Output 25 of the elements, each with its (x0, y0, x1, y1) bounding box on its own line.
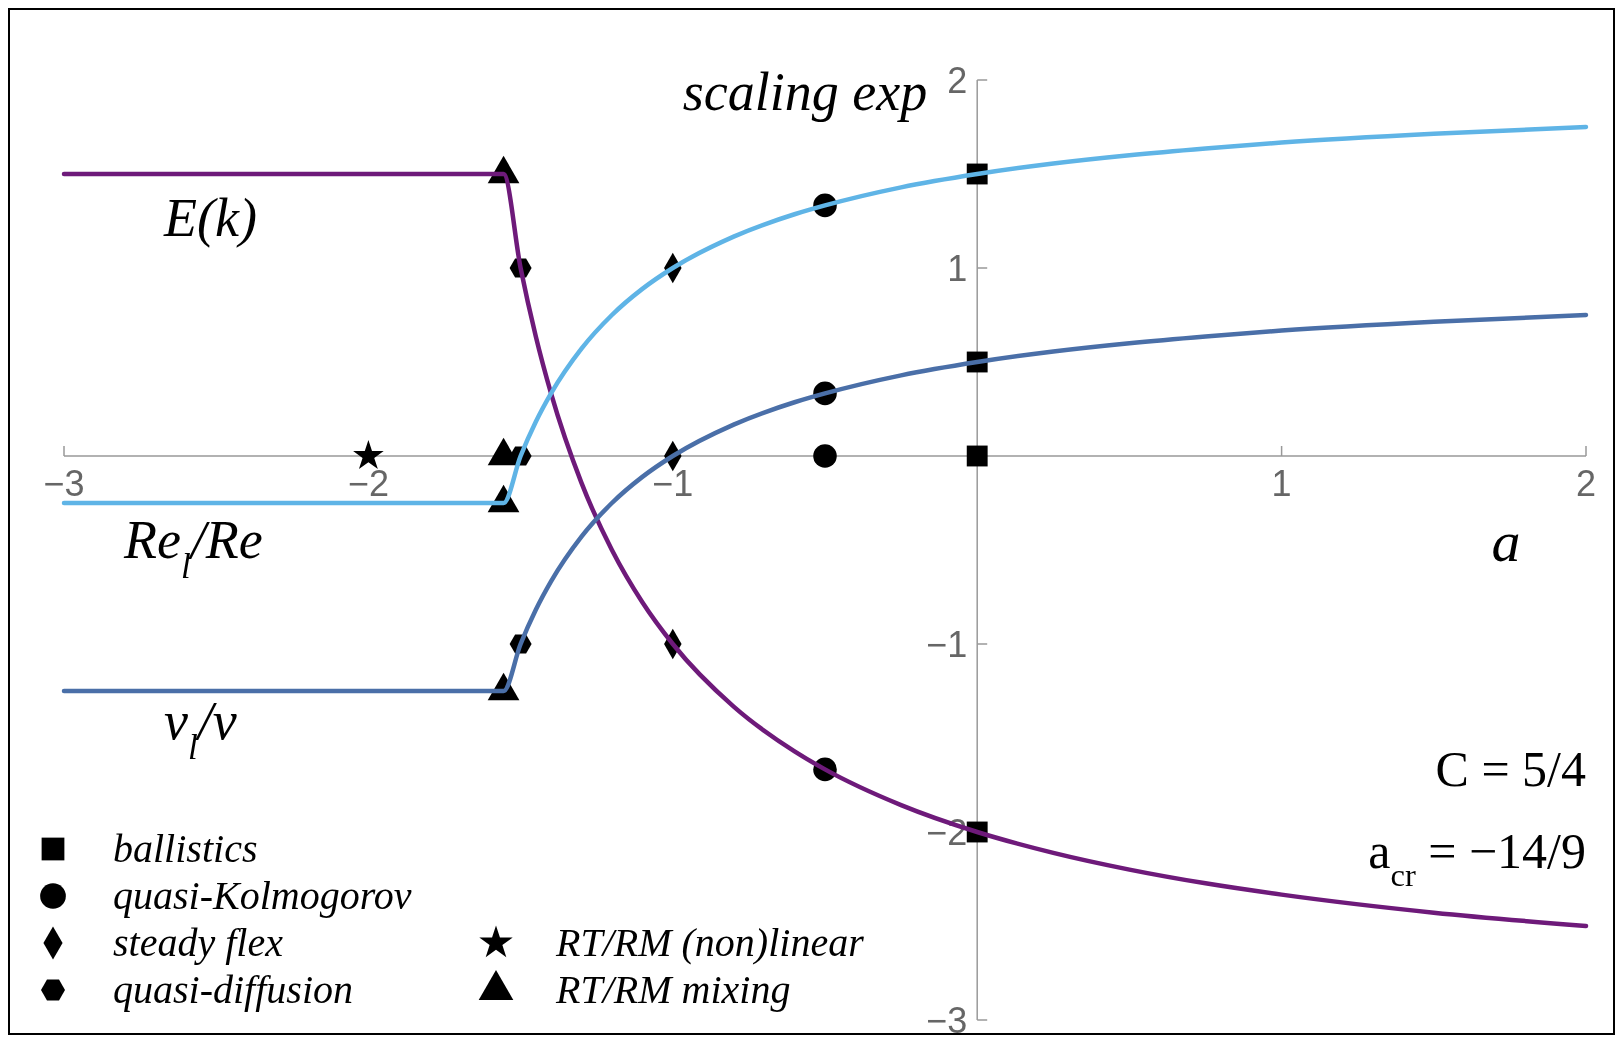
legend-label: quasi-Kolmogorov (113, 873, 412, 918)
point (966, 445, 988, 467)
y-tick-label: −3 (926, 1000, 968, 1041)
x-tick-label: 2 (1575, 463, 1597, 504)
annotation: a$_{cr}$ = −14/9 (1368, 823, 1586, 893)
series-label: ν$_{l}$/ν (164, 691, 237, 767)
y-tick-label: 2 (947, 60, 968, 101)
legend-label: RT/RM (non)linear (555, 920, 865, 965)
x-axis-title: a (1491, 509, 1521, 574)
point (353, 439, 384, 470)
legend-label: quasi-diffusion (113, 967, 354, 1012)
y-tick-label: −1 (926, 624, 968, 665)
point (813, 444, 837, 468)
y-axis-title: scaling exp (682, 62, 928, 122)
x-tick-label: −1 (652, 463, 694, 504)
y-tick-label: 1 (947, 248, 968, 289)
series-label: Re$_{l}$/Re (123, 510, 263, 586)
legend-label: steady flex (113, 920, 284, 965)
annotation: C = 5/4 (1435, 741, 1586, 797)
series-label: E(k) (163, 188, 257, 248)
x-tick-label: 1 (1271, 463, 1292, 504)
legend-label: RT/RM mixing (555, 967, 791, 1012)
x-tick-label: −3 (43, 463, 85, 504)
x-tick-label: −2 (347, 463, 389, 504)
legend-label: ballistics (113, 826, 258, 871)
